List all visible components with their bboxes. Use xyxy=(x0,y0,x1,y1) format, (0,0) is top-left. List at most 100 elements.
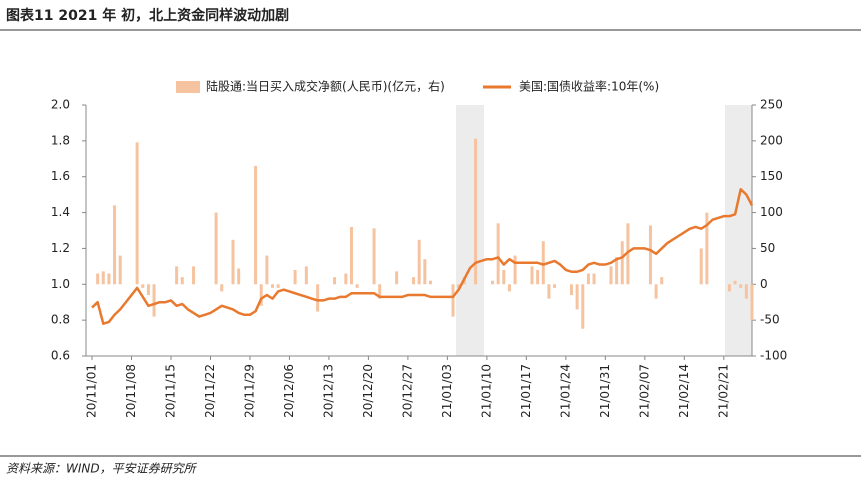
bar xyxy=(180,277,184,285)
bar xyxy=(220,284,224,292)
bar xyxy=(271,284,275,288)
bar xyxy=(395,271,399,285)
bar xyxy=(530,266,534,285)
bar xyxy=(620,241,624,285)
bar xyxy=(699,248,703,285)
bar xyxy=(609,266,613,285)
bar xyxy=(141,284,145,288)
bar xyxy=(739,284,743,288)
y2-tick-label: -100 xyxy=(760,349,787,363)
legend-swatch xyxy=(176,81,200,93)
x-tick-label: 20/11/08 xyxy=(124,364,138,418)
x-tick-label: 21/02/07 xyxy=(637,364,651,418)
bar xyxy=(417,239,421,285)
bar xyxy=(113,205,117,285)
bar xyxy=(146,284,150,296)
y2-tick-label: 250 xyxy=(760,98,783,112)
legend-label: 美国:国债收益率:10年(%) xyxy=(519,79,659,94)
bar xyxy=(378,284,382,299)
bar xyxy=(496,223,500,285)
y2-tick-label: 100 xyxy=(760,205,783,219)
bar xyxy=(344,273,348,285)
x-tick-label: 21/01/10 xyxy=(479,364,493,418)
bar xyxy=(259,284,263,306)
x-tick-label: 21/01/03 xyxy=(440,364,454,418)
y-tick-label: 0.6 xyxy=(51,349,70,363)
bar xyxy=(175,266,179,285)
bar xyxy=(293,269,297,285)
bar xyxy=(118,255,122,285)
bar xyxy=(660,277,664,285)
y2-tick-label: 150 xyxy=(760,169,783,183)
y2-tick-label: 50 xyxy=(760,241,775,255)
x-tick-label: 21/01/31 xyxy=(598,364,612,418)
bar xyxy=(581,284,585,329)
bar xyxy=(513,255,517,285)
bar xyxy=(536,269,540,285)
bar xyxy=(276,284,280,288)
bar xyxy=(474,138,478,285)
line xyxy=(91,188,754,325)
y-tick-label: 1.4 xyxy=(51,205,70,219)
highlight-band xyxy=(456,105,484,356)
x-tick-label: 20/12/20 xyxy=(361,364,375,418)
bar xyxy=(333,277,337,285)
bar xyxy=(744,284,748,299)
y-tick-label: 1.2 xyxy=(51,241,70,255)
bar xyxy=(615,257,619,285)
bar xyxy=(135,142,139,285)
bar xyxy=(654,284,658,299)
bar xyxy=(152,284,156,317)
bar xyxy=(372,228,376,285)
x-tick-label: 20/11/15 xyxy=(163,364,177,418)
y-tick-label: 1.0 xyxy=(51,277,70,291)
y-tick-label: 0.8 xyxy=(51,313,70,327)
bar xyxy=(750,284,754,321)
bar xyxy=(502,269,506,285)
y-tick-label: 2.0 xyxy=(51,98,70,112)
bar xyxy=(231,239,235,285)
bar xyxy=(575,284,579,310)
bar xyxy=(237,268,241,285)
bar xyxy=(541,241,545,285)
bar xyxy=(96,273,100,285)
y-tick-label: 1.6 xyxy=(51,169,70,183)
bar xyxy=(705,212,709,285)
bar xyxy=(412,277,416,285)
bar xyxy=(553,284,557,288)
x-tick-label: 21/01/24 xyxy=(558,364,572,418)
x-tick-label: 21/02/21 xyxy=(716,364,730,418)
legend-label: 陆股通:当日买入成交净额(人民币)(亿元，右) xyxy=(206,79,445,94)
bar xyxy=(727,284,731,292)
y2-tick-label: -50 xyxy=(760,313,780,327)
bar xyxy=(547,284,551,299)
y-tick-label: 1.8 xyxy=(51,133,70,147)
x-tick-label: 20/12/27 xyxy=(400,364,414,418)
bar xyxy=(304,266,308,285)
highlight-band xyxy=(725,105,752,356)
bar xyxy=(451,284,455,317)
y2-tick-label: 200 xyxy=(760,133,783,147)
bar xyxy=(355,284,359,288)
y2-tick-label: 0 xyxy=(760,277,768,291)
x-tick-label: 20/11/22 xyxy=(203,364,217,418)
bar xyxy=(569,284,573,296)
bar xyxy=(648,225,652,285)
bar xyxy=(214,212,218,285)
bar xyxy=(733,280,737,285)
x-tick-label: 20/12/13 xyxy=(321,364,335,418)
bar xyxy=(192,266,196,285)
source-note: 资料来源：WIND，平安证券研究所 xyxy=(6,462,198,476)
x-tick-label: 21/02/14 xyxy=(677,364,691,418)
x-tick-label: 20/11/01 xyxy=(85,364,99,418)
chart-title: 图表11 2021 年 初，北上资金同样波动加剧 xyxy=(6,7,289,24)
bar xyxy=(423,259,427,285)
bar xyxy=(491,280,495,285)
bar xyxy=(457,284,461,288)
bar xyxy=(586,273,590,285)
x-tick-label: 20/12/06 xyxy=(282,364,296,418)
bar xyxy=(428,280,432,285)
bar xyxy=(316,284,320,312)
